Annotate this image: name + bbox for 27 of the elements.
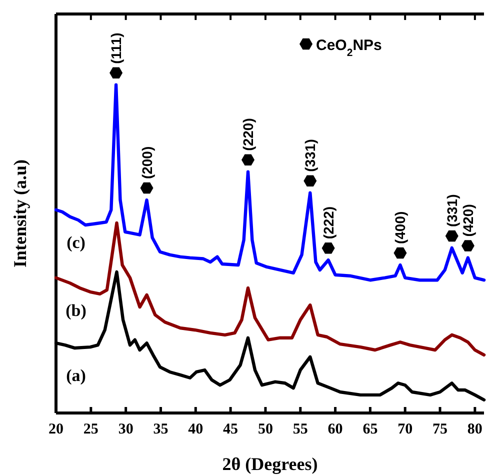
x-tick-label: 70 xyxy=(398,422,413,438)
annotation: (200) xyxy=(138,146,155,180)
y-axis-title: Intensity (a.u) xyxy=(10,159,30,268)
x-tick-label: 55 xyxy=(292,422,308,438)
x-tick-label: 80 xyxy=(467,422,482,438)
x-tick-label: 75 xyxy=(432,422,448,438)
annotation: (331) xyxy=(302,139,318,172)
text: CeO$_{2}$NPs xyxy=(316,37,382,59)
x-tick-label: 65 xyxy=(362,422,378,438)
x-tick-label: 50 xyxy=(258,422,273,438)
x-axis-title: 2θ (Degrees) xyxy=(222,454,318,474)
x-tick-label: 60 xyxy=(328,422,343,438)
x-tick-label: 20 xyxy=(48,422,64,438)
x-tick-label: 25 xyxy=(83,422,98,438)
annotation: (420) xyxy=(460,204,476,237)
annotation: (220) xyxy=(240,118,256,151)
x-tick-label: 45 xyxy=(223,422,238,438)
x-tick-label: 30 xyxy=(118,422,134,438)
annotation: (222) xyxy=(320,206,336,240)
annotation: (400) xyxy=(392,211,408,244)
series-label: (a) xyxy=(66,366,86,386)
series-label: (c) xyxy=(66,232,86,252)
annotation: (331) xyxy=(444,194,460,227)
x-tick-label: 35 xyxy=(153,422,168,438)
x-tick-label: 40 xyxy=(188,422,204,438)
annotation: (111) xyxy=(108,32,124,64)
series-label: (b) xyxy=(66,300,86,320)
